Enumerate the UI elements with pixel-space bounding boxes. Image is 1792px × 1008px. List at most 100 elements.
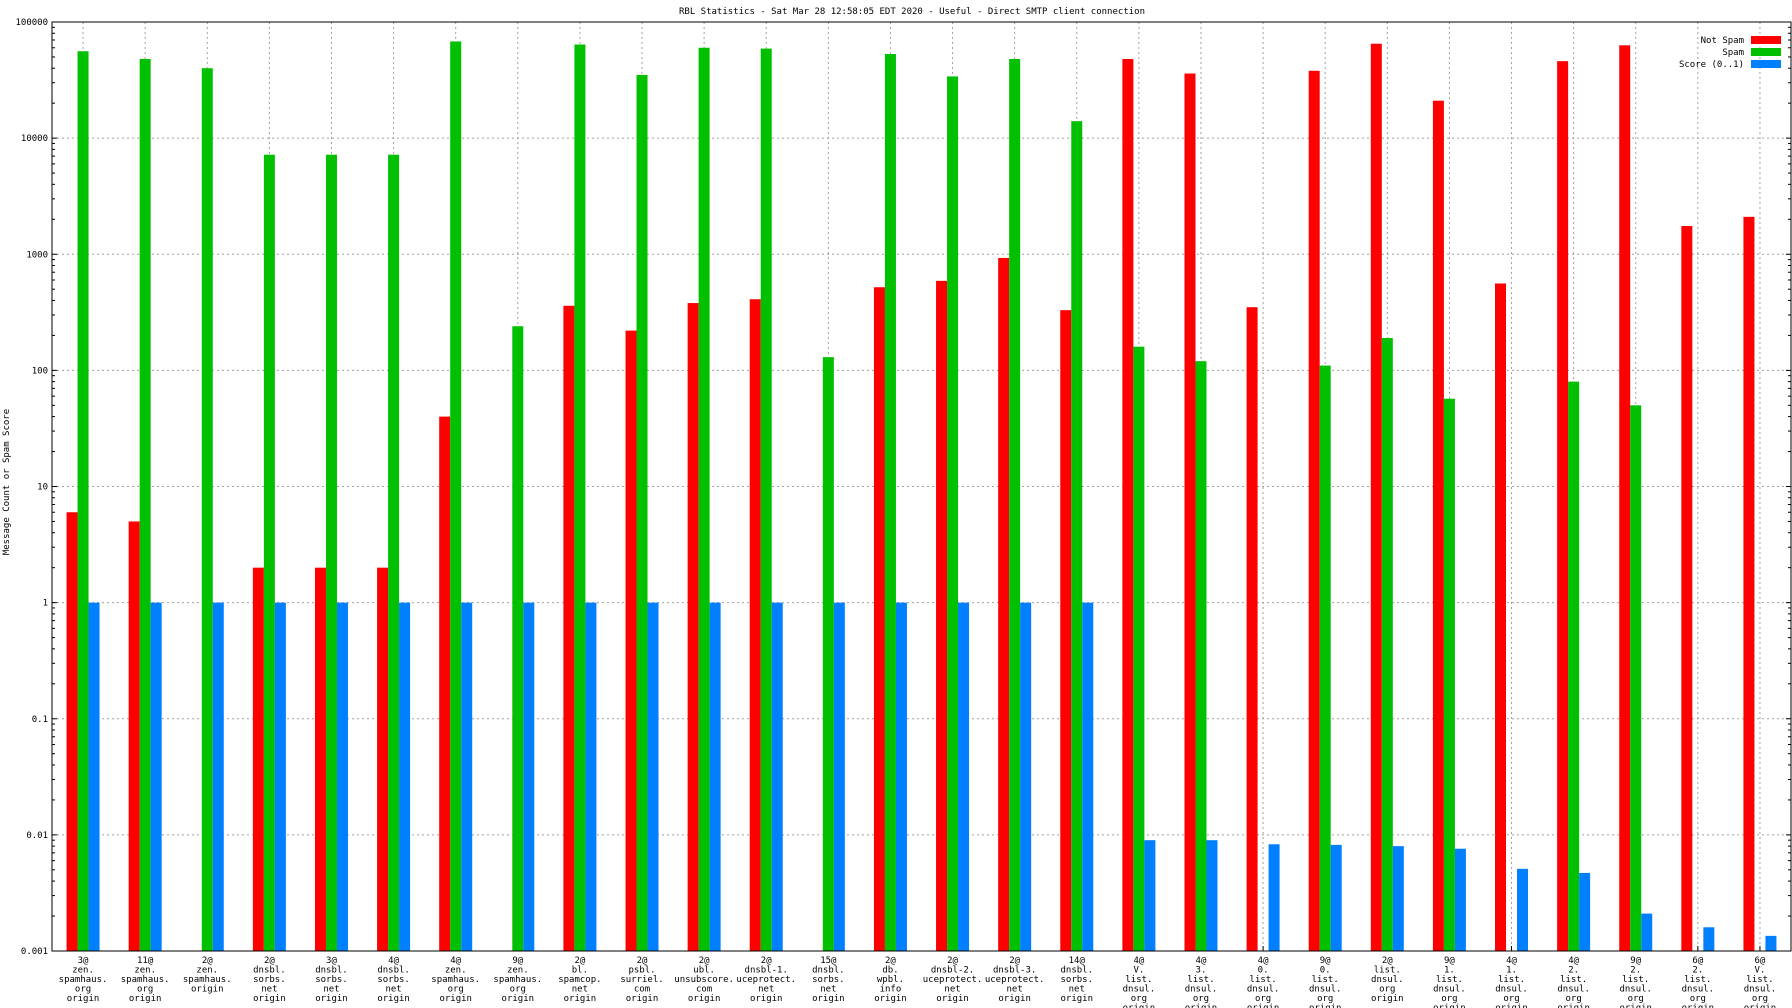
x-category-label: 2. — [1568, 966, 1579, 976]
bar-spam — [388, 154, 400, 951]
x-category-label: psbl. — [628, 966, 655, 976]
x-category-label: origin — [1495, 1004, 1528, 1008]
x-axis-labels: 3@zen.spamhaus.orgorigin11@zen.spamhaus.… — [59, 956, 1777, 1008]
bar-score-0-1 — [1454, 848, 1466, 951]
x-category-label: origin — [750, 994, 783, 1004]
bar-spam — [822, 357, 834, 952]
y-tick-label: 100 — [32, 366, 48, 376]
x-category-label: zen. — [134, 966, 156, 976]
x-category-label: 9@ — [1320, 956, 1331, 966]
y-axis-label: Message Count or Spam Score — [2, 409, 12, 555]
bar-not-spam — [439, 416, 451, 951]
x-category-label: dnsbl-1. — [745, 966, 788, 976]
bar-spam — [450, 41, 462, 952]
x-category-label: zen. — [507, 966, 529, 976]
x-category-label: org — [1752, 994, 1768, 1004]
bar-score-0-1 — [771, 602, 783, 951]
x-category-label: list. — [1374, 966, 1401, 976]
x-category-label: origin — [1185, 1004, 1218, 1008]
bar-score-0-1 — [461, 602, 473, 951]
x-category-label: 9@ — [512, 956, 523, 966]
x-category-label: list. — [1187, 975, 1214, 985]
x-category-label: spamhaus. — [493, 975, 542, 985]
bar-not-spam — [1122, 59, 1134, 951]
x-category-label: 4@ — [388, 956, 399, 966]
bar-not-spam — [563, 305, 575, 951]
bar-spam — [574, 44, 586, 952]
x-category-label: sorbs. — [377, 975, 410, 985]
x-category-label: sorbs. — [253, 975, 286, 985]
x-category-label: org — [75, 985, 91, 995]
x-category-label: 6@ — [1755, 956, 1766, 966]
bar-not-spam — [998, 257, 1010, 951]
x-category-label: origin — [1682, 1004, 1715, 1008]
x-category-label: net — [1069, 985, 1085, 995]
x-category-label: origin — [315, 994, 348, 1004]
bar-score-0-1 — [1517, 868, 1529, 951]
x-category-label: db. — [882, 966, 898, 976]
x-category-label: spamcop. — [558, 975, 601, 985]
x-category-label: org — [1690, 994, 1706, 1004]
y-tick-label: 10000 — [21, 134, 48, 144]
x-category-label: origin — [1433, 1004, 1466, 1008]
legend: Not Spam Spam Score (0..1) — [1679, 36, 1781, 70]
bar-score-0-1 — [212, 602, 224, 951]
x-category-label: spamhaus. — [183, 975, 232, 985]
x-category-label: 4@ — [1196, 956, 1207, 966]
x-category-label: dnsbl. — [253, 966, 286, 976]
legend-label: Score (0..1) — [1679, 60, 1744, 70]
bar-spam — [1381, 338, 1393, 951]
x-category-label: origin — [812, 994, 845, 1004]
x-category-label: uceprotect. — [736, 975, 796, 985]
x-category-label: zen. — [72, 966, 94, 976]
bar-spam — [1071, 121, 1083, 951]
bar-not-spam — [1619, 45, 1631, 952]
bar-score-0-1 — [709, 602, 721, 951]
x-category-label: list. — [1746, 975, 1773, 985]
bar-spam — [1568, 381, 1580, 951]
x-category-label: 0. — [1320, 966, 1331, 976]
bar-score-0-1 — [1392, 846, 1404, 951]
bar-spam — [139, 59, 151, 951]
bar-score-0-1 — [88, 602, 100, 951]
x-category-label: origin — [1557, 1004, 1590, 1008]
x-category-label: origin — [1123, 1004, 1156, 1008]
bar-score-0-1 — [1765, 935, 1777, 951]
x-category-label: V. — [1133, 966, 1144, 976]
bar-not-spam — [1370, 43, 1382, 951]
x-category-label: origin — [1247, 1004, 1280, 1008]
x-category-label: list. — [1684, 975, 1711, 985]
x-category-label: 2@ — [202, 956, 213, 966]
x-category-label: 4@ — [1258, 956, 1269, 966]
x-category-label: dnsul. — [1371, 975, 1404, 985]
x-category-label: dnsbl. — [1061, 966, 1094, 976]
bar-score-0-1 — [1579, 872, 1591, 951]
x-category-label: 3. — [1196, 966, 1207, 976]
x-category-label: 2@ — [761, 956, 772, 966]
bar-score-0-1 — [399, 602, 411, 951]
bar-not-spam — [66, 512, 78, 951]
bar-score-0-1 — [336, 602, 348, 951]
bar-not-spam — [936, 280, 948, 951]
x-category-label: zen. — [196, 966, 218, 976]
legend-label: Spam — [1722, 48, 1744, 58]
bar-spam — [77, 51, 89, 952]
x-category-label: unsubscore. — [674, 975, 734, 985]
y-tick-label: 100000 — [15, 18, 48, 28]
x-category-label: net — [944, 985, 960, 995]
bar-not-spam — [1557, 61, 1569, 952]
x-category-label: org — [1628, 994, 1644, 1004]
bar-score-0-1 — [1268, 844, 1280, 951]
bar-spam — [1443, 398, 1455, 952]
x-category-label: list. — [1498, 975, 1525, 985]
bar-not-spam — [1184, 73, 1196, 952]
x-category-label: origin — [688, 994, 721, 1004]
x-category-label: 11@ — [137, 956, 154, 966]
x-category-label: 3@ — [326, 956, 337, 966]
x-category-label: dnsul. — [1744, 985, 1777, 995]
x-category-label: list. — [1622, 975, 1649, 985]
x-category-label: origin — [191, 985, 224, 995]
bar-spam — [947, 76, 959, 952]
x-category-label: 0. — [1258, 966, 1269, 976]
